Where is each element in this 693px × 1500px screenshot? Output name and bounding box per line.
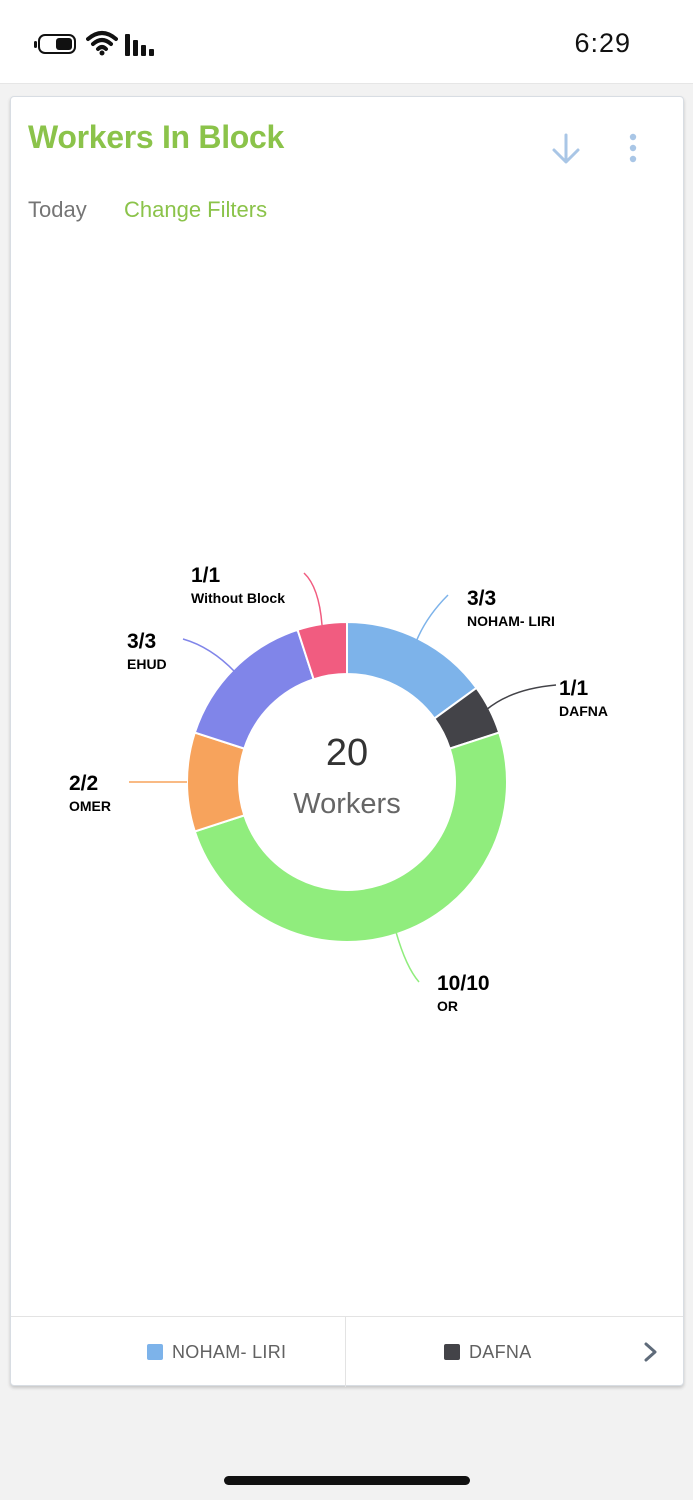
status-bar: 6:29 <box>0 0 693 84</box>
slice-value-label: 3/3 <box>467 587 496 610</box>
slice-value-label: 3/3 <box>127 630 156 653</box>
slice-connector <box>485 684 557 711</box>
slice-name-label: NOHAM- LIRI <box>467 613 555 629</box>
legend-label: NOHAM- LIRI <box>172 1341 287 1362</box>
donut-chart: 3/3 NOHAM- LIRI 1/1 DAFNA 10/10 OR 2/2 OMER 3/3 E… <box>69 564 608 1014</box>
legend-label: DAFNA <box>469 1341 532 1362</box>
workers-in-block-card: Workers In Block Today Change Filters 3/… <box>10 96 684 1387</box>
download-icon[interactable] <box>546 131 586 167</box>
donut-slice-omer[interactable] <box>186 731 246 833</box>
battery-icon <box>34 34 76 54</box>
legend-swatch <box>147 1344 163 1360</box>
slice-name-label: DAFNA <box>559 703 608 719</box>
slice-connector <box>415 594 449 643</box>
status-time: 6:29 <box>574 28 631 58</box>
center-label: Workers <box>293 788 400 820</box>
slice-name-label: OMER <box>69 798 111 814</box>
donut-slice-without-block[interactable] <box>296 620 348 681</box>
legend-divider <box>345 1317 346 1387</box>
wifi-icon <box>86 31 118 56</box>
home-indicator <box>224 1476 470 1485</box>
slice-name-label: Without Block <box>191 590 285 606</box>
card-title: Workers In Block <box>28 119 285 155</box>
donut-slice-or[interactable] <box>193 731 508 943</box>
filter-period: Today <box>28 197 87 222</box>
slice-name-label: EHUD <box>127 656 167 672</box>
status-icons <box>32 30 172 58</box>
slice-value-label: 1/1 <box>191 564 221 587</box>
legend-bar: NOHAM- LIRI DAFNA <box>11 1316 683 1387</box>
slice-connector <box>182 638 236 673</box>
slice-connector <box>303 572 323 626</box>
center-value: 20 <box>326 732 368 774</box>
slice-value-label: 2/2 <box>69 772 98 795</box>
legend-item-dafna[interactable]: DAFNA <box>444 1341 532 1363</box>
signal-icon <box>125 34 154 56</box>
slice-value-label: 10/10 <box>437 972 490 995</box>
slice-value-label: 1/1 <box>559 677 589 700</box>
slice-connector <box>395 931 420 983</box>
change-filters-link[interactable]: Change Filters <box>124 197 268 222</box>
slice-name-label: OR <box>437 998 458 1014</box>
chevron-right-icon[interactable] <box>637 1337 665 1367</box>
donut-slice-ehud[interactable] <box>193 628 315 750</box>
legend-swatch <box>444 1344 460 1360</box>
legend-item-noham-liri[interactable]: NOHAM- LIRI <box>147 1341 286 1363</box>
more-vertical-icon[interactable] <box>619 131 647 167</box>
